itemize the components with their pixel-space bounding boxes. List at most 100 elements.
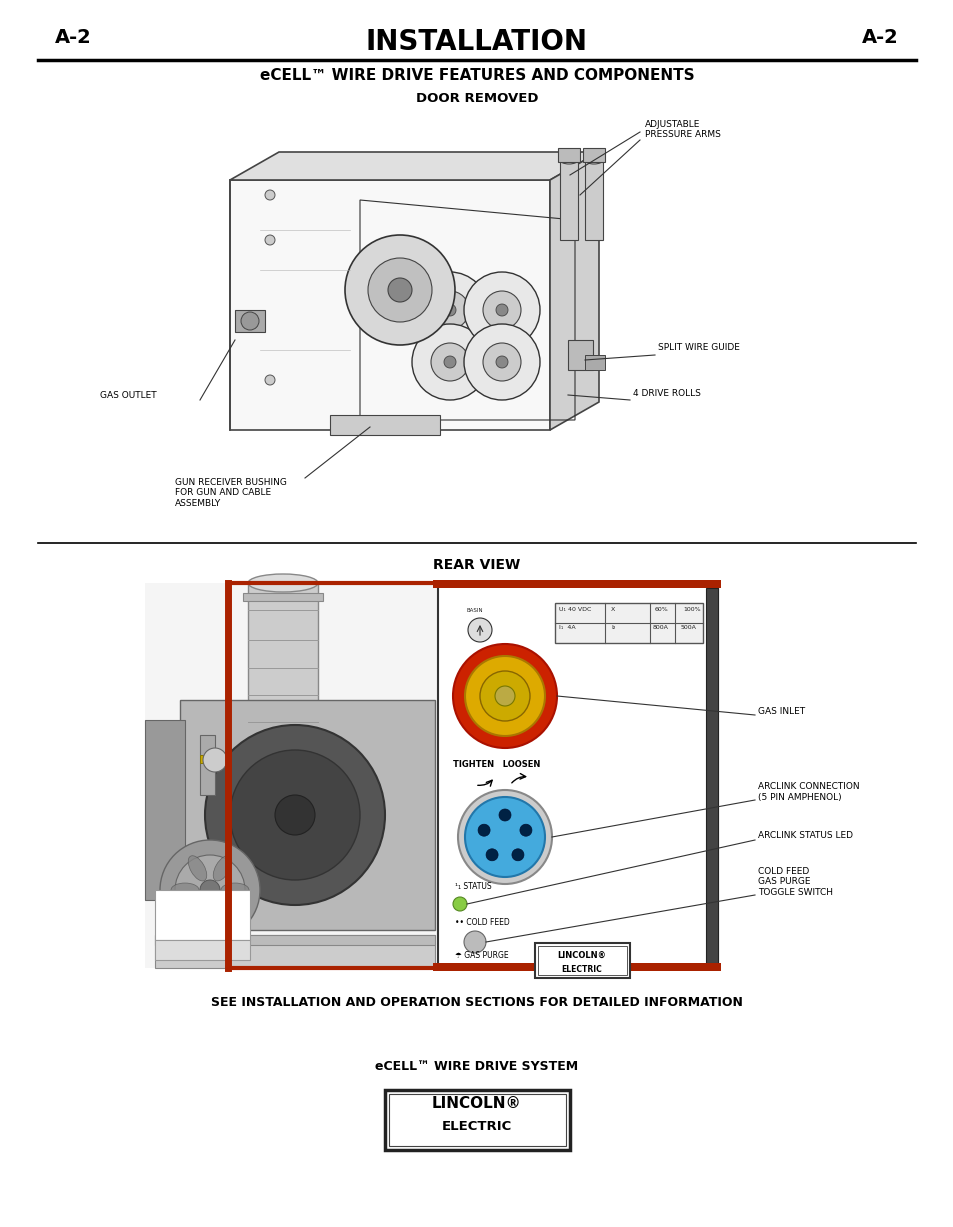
Circle shape	[265, 375, 274, 385]
Text: A-2: A-2	[55, 28, 91, 47]
Text: eCELL™ WIRE DRIVE FEATURES AND COMPONENTS: eCELL™ WIRE DRIVE FEATURES AND COMPONENT…	[259, 67, 694, 83]
Circle shape	[512, 849, 523, 861]
Bar	[433, 963, 720, 971]
Circle shape	[174, 855, 245, 925]
Circle shape	[482, 291, 520, 329]
Text: SEE INSTALLATION AND OPERATION SECTIONS FOR DETAILED INFORMATION: SEE INSTALLATION AND OPERATION SECTIONS …	[211, 996, 742, 1009]
Text: ELECTRIC: ELECTRIC	[441, 1120, 512, 1133]
Bar	[200, 735, 214, 795]
Text: SPLIT WIRE GUIDE: SPLIT WIRE GUIDE	[658, 344, 740, 352]
Circle shape	[479, 671, 530, 721]
Bar	[535, 944, 629, 978]
Text: A-2: A-2	[862, 28, 898, 47]
Bar	[582, 148, 604, 162]
Circle shape	[443, 356, 456, 368]
Circle shape	[443, 304, 456, 317]
Bar	[567, 340, 593, 371]
Bar	[555, 602, 702, 643]
Bar	[154, 935, 435, 968]
Circle shape	[205, 725, 385, 906]
Bar	[154, 940, 250, 960]
Bar	[180, 699, 435, 930]
Bar	[537, 946, 626, 975]
Bar	[558, 148, 579, 162]
Bar	[433, 580, 720, 588]
Text: X: X	[610, 607, 615, 612]
Text: GAS INLET: GAS INLET	[758, 708, 804, 717]
Text: eCELL™ WIRE DRIVE SYSTEM: eCELL™ WIRE DRIVE SYSTEM	[375, 1060, 578, 1072]
Ellipse shape	[213, 855, 232, 881]
Polygon shape	[230, 180, 550, 429]
Text: 100%: 100%	[682, 607, 700, 612]
Bar	[145, 583, 437, 968]
Text: GAS OUTLET: GAS OUTLET	[100, 390, 156, 400]
Bar	[389, 1094, 565, 1146]
Circle shape	[230, 750, 359, 880]
Circle shape	[463, 931, 485, 953]
Circle shape	[345, 236, 455, 345]
Bar	[559, 160, 578, 240]
Text: 4 DRIVE ROLLS: 4 DRIVE ROLLS	[633, 389, 700, 398]
Circle shape	[241, 312, 258, 330]
Text: 60%: 60%	[655, 607, 668, 612]
Ellipse shape	[188, 899, 207, 924]
Circle shape	[463, 272, 539, 348]
Text: LINCOLN®: LINCOLN®	[557, 951, 606, 960]
Bar	[145, 720, 185, 899]
Text: I₂: I₂	[610, 625, 615, 629]
Text: GUN RECEIVER BUSHING
FOR GUN AND CABLE
ASSEMBLY: GUN RECEIVER BUSHING FOR GUN AND CABLE A…	[174, 479, 287, 508]
Text: ARCLINK STATUS LED: ARCLINK STATUS LED	[758, 831, 852, 839]
Text: INSTALLATION: INSTALLATION	[366, 28, 587, 56]
Text: I₁  4A: I₁ 4A	[558, 625, 575, 629]
Ellipse shape	[213, 899, 232, 924]
Ellipse shape	[171, 883, 199, 897]
Circle shape	[265, 236, 274, 245]
Circle shape	[274, 795, 314, 836]
Circle shape	[200, 880, 220, 899]
Text: DOOR REMOVED: DOOR REMOVED	[416, 92, 537, 106]
Text: 500A: 500A	[680, 625, 696, 629]
Circle shape	[519, 825, 532, 837]
Circle shape	[388, 279, 412, 302]
Circle shape	[412, 324, 488, 400]
Text: REAR VIEW: REAR VIEW	[433, 558, 520, 572]
Ellipse shape	[584, 156, 602, 164]
Circle shape	[265, 190, 274, 200]
Circle shape	[431, 291, 469, 329]
Bar	[330, 415, 439, 436]
Bar	[584, 160, 602, 240]
Bar	[154, 890, 250, 940]
Text: ¹₁ STATUS: ¹₁ STATUS	[455, 882, 491, 891]
Text: LINCOLN®: LINCOLN®	[432, 1096, 521, 1110]
Text: U₁ 40 VDC: U₁ 40 VDC	[558, 607, 591, 612]
Text: ADJUSTABLE
PRESSURE ARMS: ADJUSTABLE PRESSURE ARMS	[644, 120, 720, 140]
Ellipse shape	[559, 156, 578, 164]
Bar	[437, 583, 718, 968]
Circle shape	[203, 748, 227, 772]
Ellipse shape	[188, 855, 207, 881]
Text: BASIN: BASIN	[467, 609, 483, 614]
Circle shape	[468, 618, 492, 642]
Text: ☂ GAS PURGE: ☂ GAS PURGE	[455, 951, 508, 960]
Circle shape	[495, 686, 515, 706]
Text: ELECTRIC: ELECTRIC	[561, 964, 601, 974]
Text: TIGHTEN   LOOSEN: TIGHTEN LOOSEN	[453, 760, 540, 769]
Text: •• COLD FEED: •• COLD FEED	[455, 918, 509, 928]
Bar	[243, 593, 323, 601]
Bar	[234, 310, 265, 333]
Circle shape	[496, 304, 507, 317]
Bar	[584, 355, 604, 371]
Text: 800A: 800A	[652, 625, 668, 629]
Bar	[248, 583, 317, 750]
Circle shape	[477, 825, 490, 837]
Bar	[200, 755, 218, 763]
Text: COLD FEED
GAS PURGE
TOGGLE SWITCH: COLD FEED GAS PURGE TOGGLE SWITCH	[758, 867, 832, 897]
Bar	[385, 1090, 569, 1150]
Bar	[154, 935, 435, 945]
Circle shape	[486, 849, 497, 861]
Polygon shape	[230, 152, 598, 180]
Circle shape	[160, 840, 260, 940]
Circle shape	[464, 656, 544, 736]
Circle shape	[453, 644, 557, 748]
Circle shape	[496, 356, 507, 368]
